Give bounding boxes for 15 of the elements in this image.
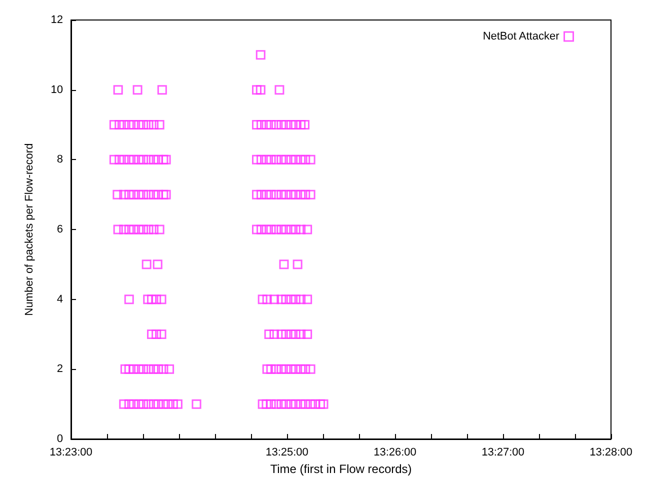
y-axis-title: Number of packets per Flow-record [24,143,36,316]
x-tick-label: 13:27:00 [482,446,524,458]
y-tick-label: 2 [56,363,63,376]
x-axis-title: Time (first in Flow records) [270,462,412,476]
y-tick-label: 4 [56,293,63,306]
y-tick-label: 10 [50,84,63,96]
legend-label: NetBot Attacker [482,30,560,42]
y-tick-label: 0 [56,433,63,445]
x-tick-label: 13:23:00 [50,446,92,458]
x-tick-label: 13:26:00 [374,446,416,458]
y-tick-label: 12 [50,14,63,26]
x-tick-label: 13:25:00 [266,446,308,458]
y-tick-label: 8 [56,154,63,166]
x-tick-label: 13:28:00 [590,446,632,458]
y-tick-label: 6 [56,224,63,236]
